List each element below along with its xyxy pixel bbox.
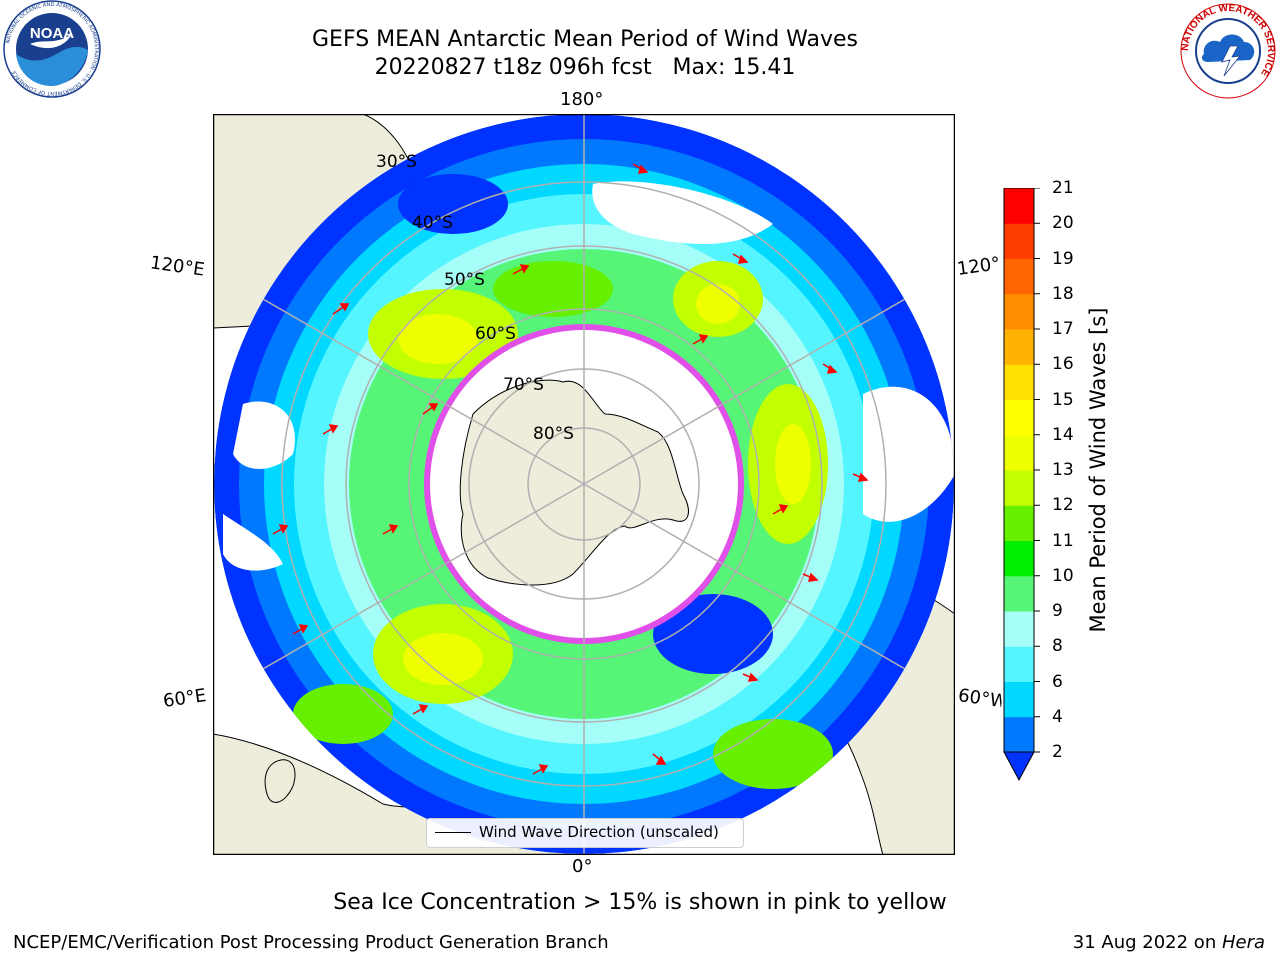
nws-logo-icon: NATIONAL WEATHER SERVICE [1180,3,1276,99]
colorbar-tick-label: 21 [1052,178,1074,198]
colorbar-tick-label: 17 [1052,319,1074,339]
lat-label-60s: 60°S [475,324,516,344]
lat-label-30s: 30°S [376,152,417,172]
colorbar-tick-label: 10 [1052,565,1074,586]
colorbar-tick-label: 20 [1052,213,1074,234]
lon-label-180: 180° [560,89,604,110]
footer-date: 31 Aug 2022 on Hera [1073,932,1265,953]
colorbar-tick-label: 11 [1052,530,1074,551]
land-antarctica [459,379,689,586]
legend-line-swatch [435,832,471,833]
colorbar [1003,188,1040,782]
footer-credit: NCEP/EMC/Verification Post Processing Pr… [13,932,609,953]
colorbar-tick-label: 6 [1052,671,1063,692]
colorbar-segment [1004,329,1034,365]
land-madagascar [264,759,296,803]
colorbar-label: Mean Period of Wind Waves [s] [1086,307,1110,633]
colorbar-tick-label: 16 [1052,354,1074,375]
colorbar-segment [1004,399,1034,436]
colorbar-tick-label: 9 [1052,601,1063,621]
map-legend: Wind Wave Direction (unscaled) [426,818,744,848]
colorbar-tick-label: 14 [1052,424,1074,445]
chart-title: GEFS MEAN Antarctic Mean Period of Wind … [312,27,858,52]
colorbar-tick-label: 4 [1052,706,1063,727]
lat-label-40s: 40°S [412,213,453,233]
colorbar-extend-under [1003,751,1035,782]
nodata-patch-north [592,181,773,244]
lon-label-120e: 120°E [148,252,206,281]
colorbar-segment [1004,364,1034,400]
colorbar-tick-label: 13 [1052,460,1074,480]
colorbar-segment [1004,258,1034,295]
footer-date-text: 31 Aug 2022 on [1072,932,1222,953]
colorbar-tick-label: 12 [1052,495,1074,516]
colorbar-segment [1004,575,1034,612]
polar-map [213,114,955,855]
sea-ice-note: Sea Ice Concentration > 15% is shown in … [333,890,947,915]
colorbar-tick-label: 18 [1052,283,1074,304]
chart-subtitle: 20220827 t18z 096h fcst Max: 15.41 [374,55,796,80]
colorbar-tick-label: 19 [1052,248,1074,269]
colorbar-segment [1004,646,1034,682]
lon-label-120w: 120°W [955,253,1003,280]
lon-label-60e: 60°E [161,685,208,712]
colorbar-segment [1004,540,1034,577]
colorbar-segment [1004,223,1034,259]
lat-label-70s: 70°S [503,375,544,395]
noaa-logo-text: NOAA [30,25,74,42]
colorbar-segment [1004,188,1034,224]
colorbar-segment [1004,470,1034,506]
noaa-logo-icon: NOAA NATIONAL OCEANIC AND ATMOSPHERIC AD… [3,0,101,98]
lon-label-0: 0° [572,856,593,877]
colorbar-segment [1004,434,1034,471]
wind-wave-arrows [272,163,869,775]
colorbar-segment [1004,293,1034,330]
colorbar-segment [1004,505,1034,541]
colorbar-tick-label: 2 [1052,742,1063,762]
colorbar-tick-label: 8 [1052,636,1063,657]
colorbar-tick-label: 15 [1052,389,1074,410]
legend-label: Wind Wave Direction (unscaled) [479,823,719,841]
lat-label-50s: 50°S [444,270,485,290]
lat-label-80s: 80°S [533,424,574,444]
colorbar-segment [1004,611,1034,647]
colorbar-segment [1004,681,1034,718]
footer-host: Hera [1221,932,1265,953]
nodata-patch-west [233,401,295,469]
lon-label-60w: 60°W [956,685,1004,712]
colorbar-segment [1004,716,1034,753]
